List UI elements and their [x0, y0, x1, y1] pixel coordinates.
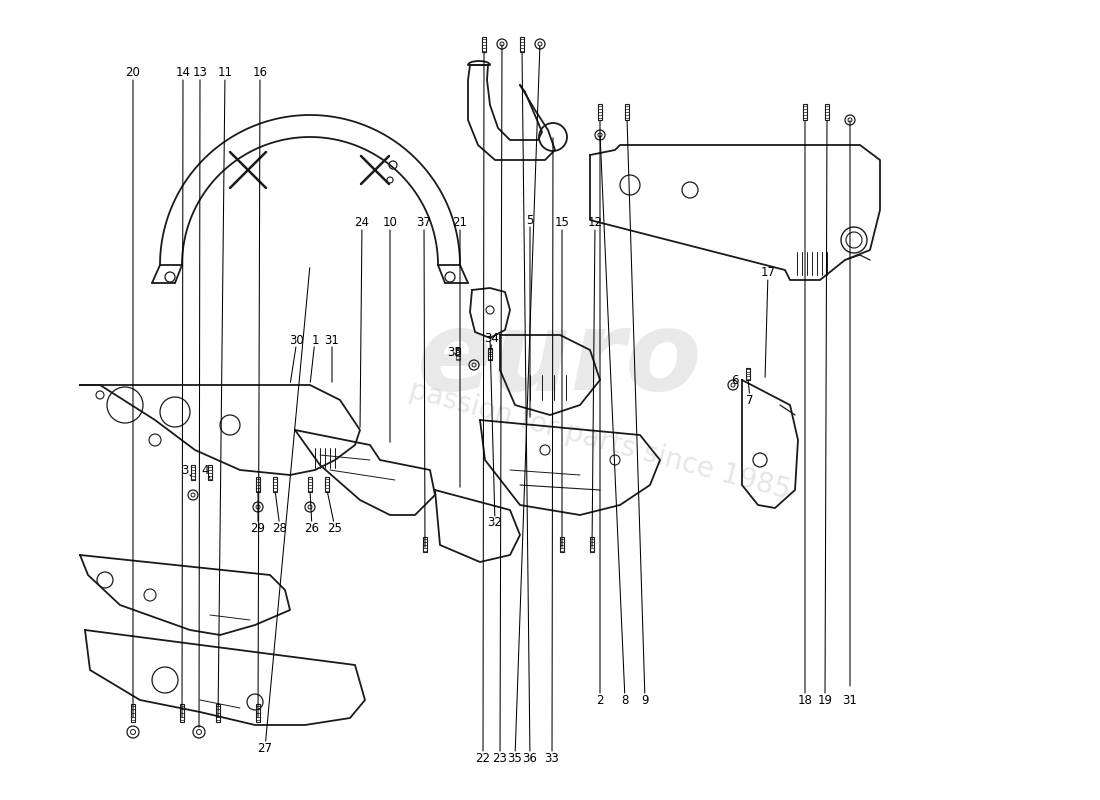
Bar	[273, 477, 277, 492]
Text: 18: 18	[798, 694, 813, 706]
Text: 12: 12	[587, 217, 603, 230]
Text: 16: 16	[253, 66, 267, 79]
Text: euro: euro	[417, 306, 703, 414]
Text: 33: 33	[544, 751, 560, 765]
Text: 34: 34	[485, 331, 499, 345]
Text: 36: 36	[522, 751, 538, 765]
Text: 24: 24	[354, 217, 370, 230]
Bar	[191, 465, 195, 480]
Bar	[424, 537, 427, 552]
Text: 31: 31	[843, 694, 857, 706]
Text: 7: 7	[746, 394, 754, 406]
Text: 15: 15	[554, 217, 570, 230]
Bar	[216, 704, 220, 722]
Text: 32: 32	[487, 517, 503, 530]
Bar	[598, 104, 602, 120]
Bar	[488, 348, 492, 360]
Bar	[256, 704, 260, 722]
Text: 4: 4	[201, 463, 209, 477]
Text: 29: 29	[251, 522, 265, 534]
Text: 21: 21	[452, 217, 468, 230]
Text: 9: 9	[641, 694, 649, 706]
Text: 27: 27	[257, 742, 273, 754]
Text: 13: 13	[192, 66, 208, 79]
Text: 17: 17	[760, 266, 775, 279]
Text: 1: 1	[311, 334, 319, 346]
Bar	[803, 104, 807, 120]
Bar	[560, 537, 564, 552]
Text: 31: 31	[324, 334, 340, 346]
Bar	[746, 368, 750, 380]
Text: passion for parts since 1985: passion for parts since 1985	[406, 375, 794, 505]
Text: 20: 20	[125, 66, 141, 79]
Bar	[482, 37, 486, 52]
Text: 22: 22	[475, 751, 491, 765]
Bar	[208, 465, 212, 480]
Text: 8: 8	[621, 694, 629, 706]
Text: 30: 30	[289, 334, 305, 346]
Bar	[308, 477, 312, 492]
Bar	[590, 537, 594, 552]
Text: 19: 19	[817, 694, 833, 706]
Text: 14: 14	[176, 66, 190, 79]
Bar	[324, 477, 329, 492]
Bar	[456, 348, 460, 360]
Text: 6: 6	[732, 374, 739, 386]
Text: 37: 37	[417, 217, 431, 230]
Text: 5: 5	[526, 214, 534, 226]
Bar	[256, 477, 260, 492]
Bar	[825, 104, 829, 120]
Text: 2: 2	[596, 694, 604, 706]
Bar	[131, 704, 135, 722]
Text: 3: 3	[182, 463, 189, 477]
Bar	[625, 104, 629, 120]
Text: 35: 35	[448, 346, 462, 359]
Text: 11: 11	[218, 66, 232, 79]
Text: 28: 28	[273, 522, 287, 534]
Text: 25: 25	[328, 522, 342, 534]
Bar	[180, 704, 184, 722]
Text: 23: 23	[493, 751, 507, 765]
Text: 26: 26	[305, 522, 319, 534]
Bar	[520, 37, 524, 52]
Text: 10: 10	[383, 217, 397, 230]
Text: 35: 35	[507, 751, 522, 765]
